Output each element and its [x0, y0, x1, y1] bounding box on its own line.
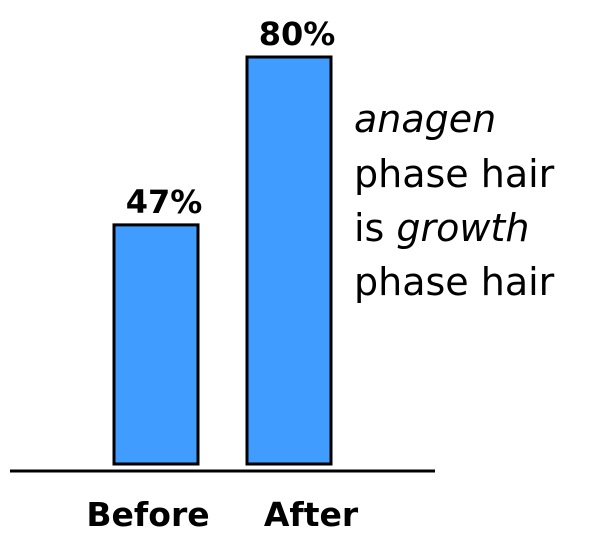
bar: [112, 223, 200, 466]
annotation-line: phase hair: [354, 260, 555, 304]
annotation-line: is growth: [354, 206, 529, 250]
annotation-line: phase hair: [354, 152, 555, 196]
x-tick-label: Before: [86, 495, 209, 534]
annotation-part: phase hair: [354, 260, 555, 304]
annotation-part: is: [354, 206, 384, 250]
annotation: anagen phase hair is growth phase hair: [354, 97, 555, 304]
bar: [245, 55, 333, 466]
x-tick-label: After: [264, 495, 359, 534]
annotation-part: growth: [396, 206, 529, 250]
annotation-part: anagen: [354, 97, 496, 141]
annotation-line: anagen: [354, 97, 496, 141]
annotation-part: phase hair: [354, 152, 555, 196]
value-label: 47%: [126, 183, 203, 221]
value-label: 80%: [259, 15, 336, 53]
